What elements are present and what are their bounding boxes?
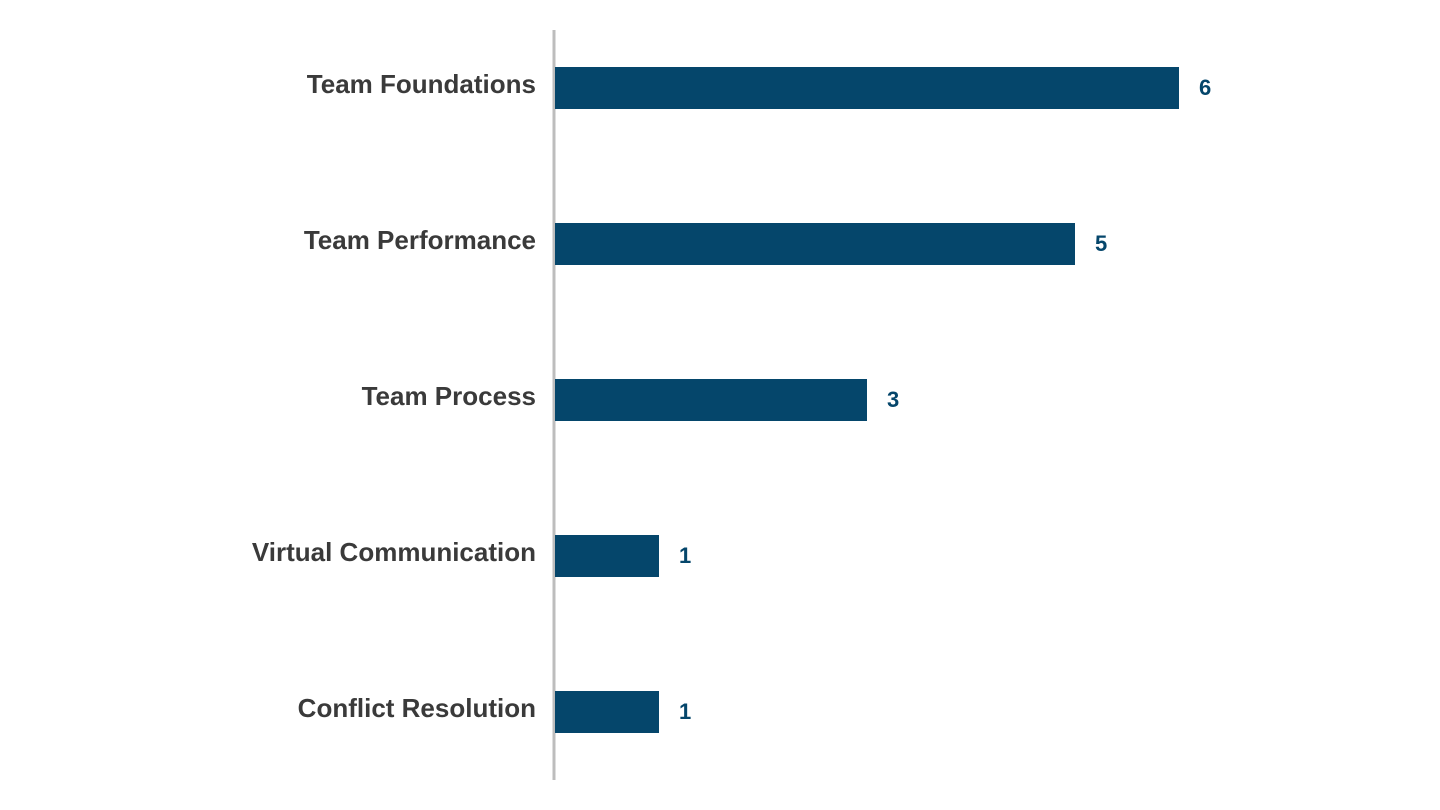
value-label: 6 [1199, 75, 1211, 100]
value-label: 1 [679, 699, 691, 724]
category-label: Team Performance [304, 225, 536, 255]
category-label: Conflict Resolution [298, 693, 536, 723]
bar [555, 535, 659, 577]
bar [555, 379, 867, 421]
bar [555, 223, 1075, 265]
category-label: Virtual Communication [252, 537, 536, 567]
bar [555, 691, 659, 733]
value-label: 3 [887, 387, 899, 412]
category-label: Team Process [362, 381, 536, 411]
bar [555, 67, 1179, 109]
value-label: 5 [1095, 231, 1107, 256]
value-label: 1 [679, 543, 691, 568]
category-label: Team Foundations [307, 69, 536, 99]
